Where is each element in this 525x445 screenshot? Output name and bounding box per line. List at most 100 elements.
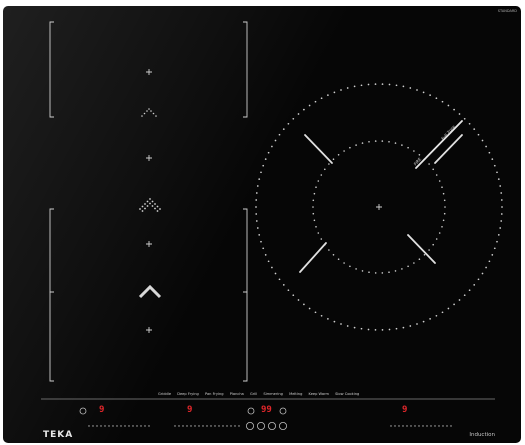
zone-ring-dot [477, 278, 480, 281]
slider-dot[interactable] [390, 425, 392, 427]
zone-ring-dot [488, 260, 491, 263]
zone-ring-dot [282, 284, 285, 286]
function-griddle: Griddle [158, 392, 172, 396]
chevron-dotted-small-icon [141, 108, 157, 117]
slider-dot[interactable] [422, 425, 424, 427]
slider-dot[interactable] [144, 425, 146, 427]
zone-ring-dot [313, 219, 316, 222]
slider-dot[interactable] [112, 425, 114, 427]
zone-ring-dot [353, 326, 356, 329]
zone-ring-dot [488, 151, 491, 154]
zone1-display: 9 [99, 405, 105, 415]
slider-dot[interactable] [92, 425, 94, 427]
zone-ring-dot [432, 243, 435, 246]
function-slow-cooking: Slow Cooking [335, 392, 360, 396]
zone-ring-dot [496, 240, 498, 243]
slider-dot[interactable] [148, 425, 150, 427]
plus-button-icon[interactable] [267, 421, 276, 430]
slider-dot[interactable] [190, 425, 192, 427]
zone-ring-dot [441, 311, 444, 314]
zone-ring-dot [271, 266, 273, 269]
power-button-icon[interactable] [79, 407, 87, 415]
slider-dot[interactable] [218, 425, 220, 427]
zone-ring-dot [422, 91, 425, 94]
hob-graphics [41, 21, 503, 430]
slider-dot[interactable] [174, 425, 176, 427]
slider-dot[interactable] [426, 425, 428, 427]
slider-dot[interactable] [418, 425, 420, 427]
slider-dot[interactable] [120, 425, 122, 427]
slider-dot[interactable] [434, 425, 436, 427]
slider-dot[interactable] [128, 425, 130, 427]
slider-dot[interactable] [214, 425, 216, 427]
slider-dot[interactable] [410, 425, 412, 427]
slider-dot[interactable] [238, 425, 240, 427]
zone-ring-dot [256, 185, 259, 187]
zone-ring-dot [312, 199, 315, 202]
slider-dot[interactable] [442, 425, 444, 427]
slider-dot[interactable] [402, 425, 404, 427]
minus-button-icon[interactable] [256, 421, 265, 430]
slider-dot[interactable] [186, 425, 188, 427]
zone-ring-dot [394, 270, 397, 272]
slider-dot[interactable] [194, 425, 196, 427]
slider-dot[interactable] [438, 425, 440, 427]
stop-button-icon[interactable] [278, 421, 287, 430]
zone-ring-dot [317, 180, 320, 182]
pause-button-icon[interactable] [247, 407, 255, 415]
zone-ring-dot [264, 254, 267, 256]
slider-dot[interactable] [202, 425, 204, 427]
zone-ring-dot [418, 154, 421, 156]
slider-dot[interactable] [414, 425, 416, 427]
zone-ring-dot [491, 158, 494, 160]
function-pan-frying: Pan Frying [204, 392, 224, 396]
zone-ring-dot [262, 247, 265, 250]
zone-ring-dot [355, 144, 357, 146]
slider-dot[interactable] [206, 425, 208, 427]
slider-dot[interactable] [230, 425, 232, 427]
slider-dot[interactable] [398, 425, 400, 427]
flex-bracket-right-bottom [243, 291, 248, 382]
zone-ring-dot [416, 89, 418, 91]
slider-dot[interactable] [226, 425, 228, 427]
chevron-dotted-large-icon [139, 198, 161, 212]
large-zone-rings [255, 83, 503, 331]
slider-dot[interactable] [124, 425, 126, 427]
slider-dot[interactable] [406, 425, 408, 427]
slider-dot[interactable] [234, 425, 236, 427]
slider-dot[interactable] [140, 425, 142, 427]
zone-ring-dot [260, 240, 262, 243]
lock-button-icon[interactable] [245, 421, 254, 430]
zone-ring-dot [432, 168, 435, 171]
zone-ring-dot [328, 249, 330, 251]
slider-dot[interactable] [100, 425, 102, 427]
zone-ring-dot [413, 262, 415, 264]
slider-dot[interactable] [88, 425, 90, 427]
slider-dot[interactable] [96, 425, 98, 427]
slider-dot[interactable] [430, 425, 432, 427]
zone-ring-dot [388, 83, 391, 86]
flex-bracket-left-mid [49, 208, 54, 293]
slider-dot[interactable] [104, 425, 106, 427]
zone-ring-dot [497, 178, 500, 180]
slider-dot[interactable] [132, 425, 134, 427]
timer-button-icon[interactable] [279, 407, 287, 415]
slider-dot[interactable] [116, 425, 118, 427]
slider-dot[interactable] [198, 425, 200, 427]
slider-dot[interactable] [450, 425, 452, 427]
slider-dot[interactable] [136, 425, 138, 427]
zone-ring-dot [340, 89, 342, 91]
zone-ring-dot [282, 128, 285, 130]
slider-dot[interactable] [108, 425, 110, 427]
function-deep-frying: Deep Frying [177, 392, 199, 396]
zone-ring-dot [367, 328, 370, 331]
slider-dot[interactable] [222, 425, 224, 427]
power-sliders[interactable] [88, 425, 452, 427]
slider-dot[interactable] [446, 425, 448, 427]
slider-dot[interactable] [210, 425, 212, 427]
slider-dot[interactable] [394, 425, 396, 427]
slider-dot[interactable] [178, 425, 180, 427]
zone-ring-dot [381, 140, 384, 142]
zone-ring-dot [443, 199, 446, 202]
slider-dot[interactable] [182, 425, 184, 427]
